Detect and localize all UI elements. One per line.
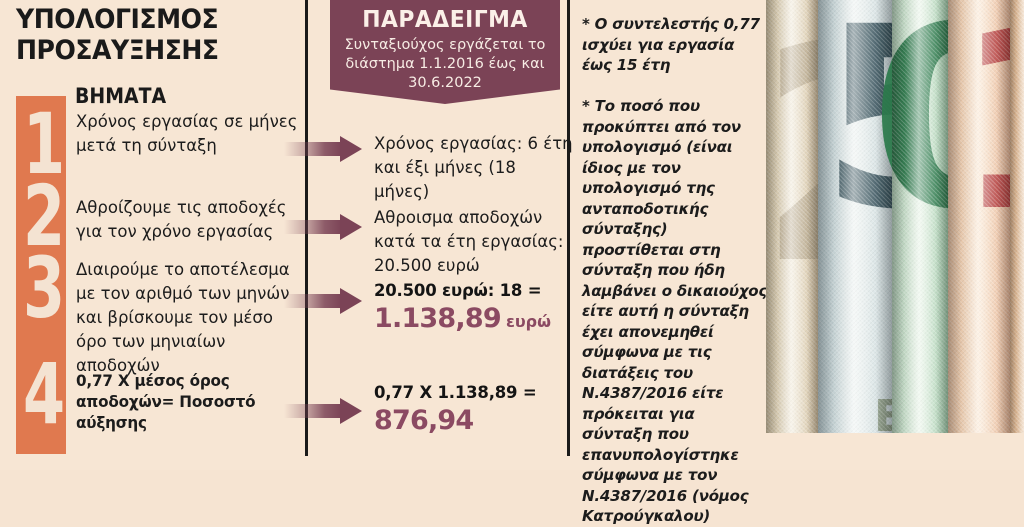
arrow-right-icon-1 [284,136,364,162]
example-banner: ΠΑΡΑΔΕΙΓΜΑ Συνταξιούχος εργάζεται το διά… [330,0,560,104]
banknote-sheen [818,0,892,455]
banknote-sheen [766,0,818,455]
banknote-sheen [1010,0,1024,455]
arrow-head [340,398,362,424]
photo-bottom-edge [766,433,1024,455]
step-number-1: 1 [23,96,66,193]
example-row-3: 20.500 ευρώ: 18 = 1.138,89 ευρώ [374,280,574,336]
arrow-shaft [284,294,342,308]
step-text-2: Αθροίζουμε τις αποδοχές για τον χρόνο ερ… [76,198,287,241]
banknote-sheen [892,0,948,455]
step-text-1: Χρόνος εργασίας σε μήνες μετά τη σύνταξη [76,112,298,155]
euro-banknotes-photo: 2 5 EUR 0 1 URO 1 [766,0,1024,455]
example-row-2: Αθροισμα αποδοχών κατά τα έτη εργασίας: … [374,208,564,275]
step-number-2: 2 [23,167,66,265]
steps-heading: ΒΗΜΑΤΑ [75,84,167,108]
step-text-3: Διαιρούμε το αποτέλεσμα με τον αριθμό τω… [76,260,290,375]
result-1-value: 1.138,89 [374,303,502,334]
arrow-shaft [284,220,342,234]
banknote-sheen [948,0,1010,455]
arrow-head [340,288,362,314]
arrow-shaft [284,142,342,156]
column-divider-right [567,0,570,456]
example-banner-title: ΠΑΡΑΔΕΙΓΜΑ [362,7,528,33]
banknote-4: 1 URO [948,0,1024,455]
arrow-head [340,214,362,240]
step-number-4: 4 [23,345,66,443]
steps-column: ΥΠΟΛΟΓΙΣΜΟΣ ΠΡΟΣΑΥΞΗΣΗΣ ΒΗΜΑΤΑ 1 2 3 4 Χ… [0,0,306,470]
result-2-value: 876,94 [374,405,474,436]
banknote-1: 2 [766,0,965,455]
page-title: ΥΠΟΛΟΓΙΣΜΟΣ ΠΡΟΣΑΥΞΗΣΗΣ [16,4,219,66]
footnote-1: * Ο συντελεστής 0,77 ισχύει για εργασία … [582,15,760,74]
banknote-3: 0 [870,0,1024,455]
result-1-unit: ευρώ [505,312,552,331]
arrow-right-icon-3 [284,288,364,314]
example-banner-subtitle: Συνταξιούχος εργάζεται το διάστημα 1.1.2… [344,37,546,91]
footnote-2: * Το ποσό που προκύπτει από τον υπολογισ… [582,97,768,525]
arrow-shaft [284,404,342,418]
result-2-expression: 0,77 X 1.138,89 = [374,383,537,402]
example-row-1: Χρόνος εργασίας: 6 έτη και έξι μήνες (18… [374,134,573,201]
result-1-line: 1.138,89 ευρώ [374,302,574,336]
arrow-right-icon-2 [284,214,364,240]
banknote-5: 1 [1004,0,1024,455]
example-column: ΠΑΡΑΔΕΙΓΜΑ Συνταξιούχος εργάζεται το διά… [284,0,573,470]
arrow-right-icon-4 [284,398,364,424]
step-text-4: 0,77 X μέσος όρος αποδοχών= Ποσοστό αύξη… [76,371,256,432]
step-number-bar: 1 2 3 4 [16,96,66,454]
result-1-expression: 20.500 ευρώ: 18 = [374,281,542,300]
arrow-head [340,136,362,162]
step-number-3: 3 [23,239,66,337]
example-row-4: 0,77 X 1.138,89 = 876,94 [374,382,574,438]
notes-column: * Ο συντελεστής 0,77 ισχύει για εργασία … [568,0,768,525]
